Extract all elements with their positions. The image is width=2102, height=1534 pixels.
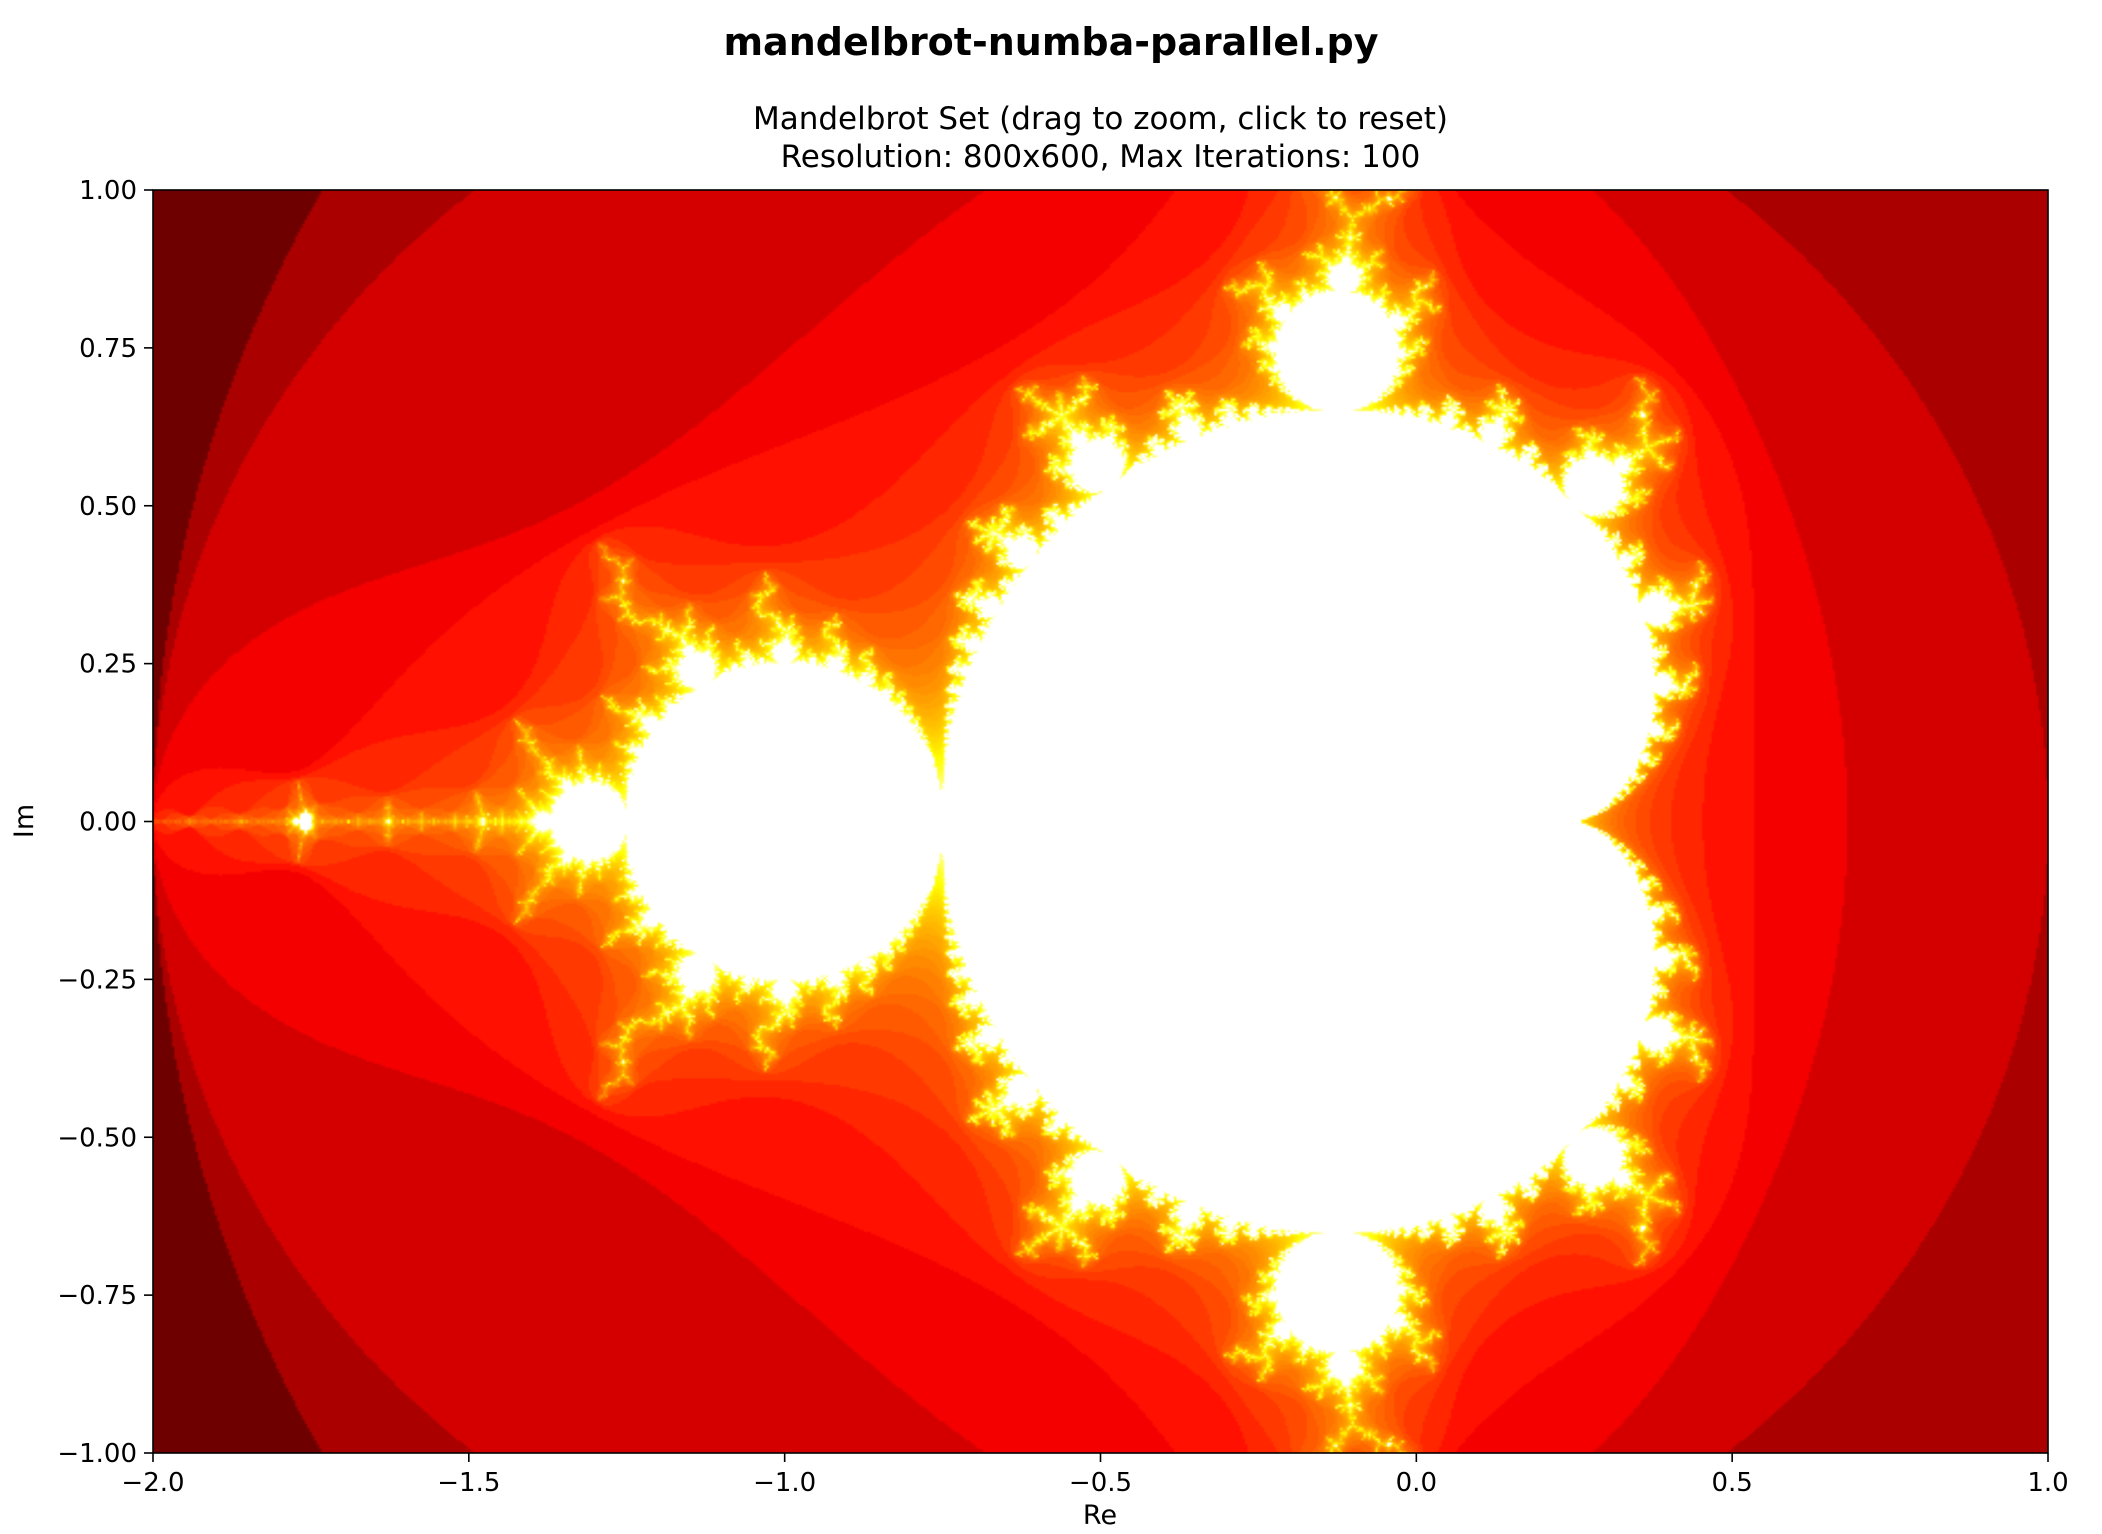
x-tick-label: 1.0 [2027, 1468, 2068, 1498]
fractal-image-holder [153, 190, 2048, 1453]
y-tick-label: −0.50 [57, 1123, 137, 1153]
y-axis-label: Im [9, 804, 40, 838]
x-axis: −2.0 −1.5 −1.0 −0.5 0.0 0.5 1.0 [121, 1453, 2069, 1498]
y-tick-label: −0.25 [57, 965, 137, 995]
y-tick-label: −0.75 [57, 1281, 137, 1311]
plot-title-line1: Mandelbrot Set (drag to zoom, click to r… [752, 101, 1449, 137]
y-tick-label: −1.00 [57, 1439, 137, 1469]
y-tick-label: 0.50 [79, 492, 137, 522]
y-tick-label: 0.00 [79, 808, 137, 838]
window-title: mandelbrot-numba-parallel.py [723, 20, 1379, 64]
x-tick-label: −1.0 [753, 1468, 816, 1498]
plot-area[interactable] [152, 189, 2049, 1454]
plot-title-line2: Resolution: 800x600, Max Iterations: 100 [780, 139, 1421, 175]
y-tick-label: 1.00 [79, 176, 137, 206]
mandelbrot-image[interactable] [153, 190, 2048, 1453]
y-axis: 1.00 0.75 0.50 0.25 0.00 −0.25 −0.50 −0.75 −1.00 [57, 176, 153, 1469]
plot-title: Mandelbrot Set (drag to zoom, click to r… [153, 100, 2048, 176]
y-tick-label: 0.25 [79, 650, 137, 680]
x-tick-label: 0.0 [1396, 1468, 1437, 1498]
x-tick-label: 0.5 [1711, 1468, 1752, 1498]
x-tick-label: −0.5 [1069, 1468, 1132, 1498]
x-tick-label: −2.0 [121, 1468, 184, 1498]
y-tick-label: 0.75 [79, 334, 137, 364]
x-axis-label: Re [1083, 1500, 1117, 1531]
x-tick-label: −1.5 [437, 1468, 500, 1498]
